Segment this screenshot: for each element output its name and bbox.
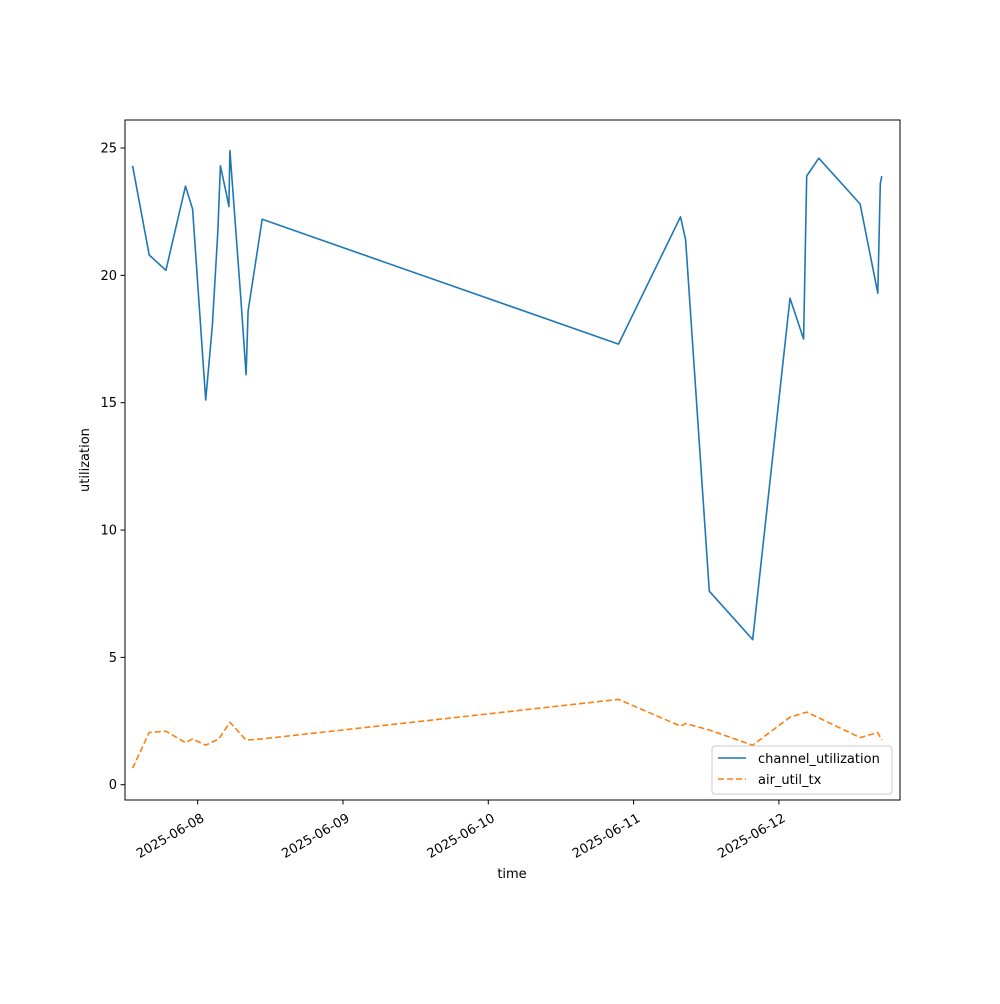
y-axis-label: utilization [78, 428, 93, 492]
series-line-channel-utilization [131, 149, 883, 641]
series-layer [131, 149, 883, 769]
y-tick-label: 5 [109, 651, 117, 666]
y-tick-label: 20 [100, 269, 117, 284]
legend-entry-air-util-tx: air_util_tx [758, 773, 822, 788]
legend: channel_utilization air_util_tx [711, 745, 893, 795]
x-axis-label: time [497, 867, 526, 882]
y-tick-label: 0 [109, 778, 117, 793]
series-line-air-util-tx [131, 698, 883, 769]
y-axis-ticks: 0 5 10 15 20 25 [100, 142, 125, 793]
y-tick-label: 10 [100, 524, 117, 539]
legend-frame [711, 745, 893, 795]
y-tick-label: 15 [100, 396, 117, 411]
legend-entry-channel-utilization: channel_utilization [758, 752, 880, 767]
plot-frame [124, 119, 901, 801]
y-tick-label: 25 [100, 142, 117, 157]
